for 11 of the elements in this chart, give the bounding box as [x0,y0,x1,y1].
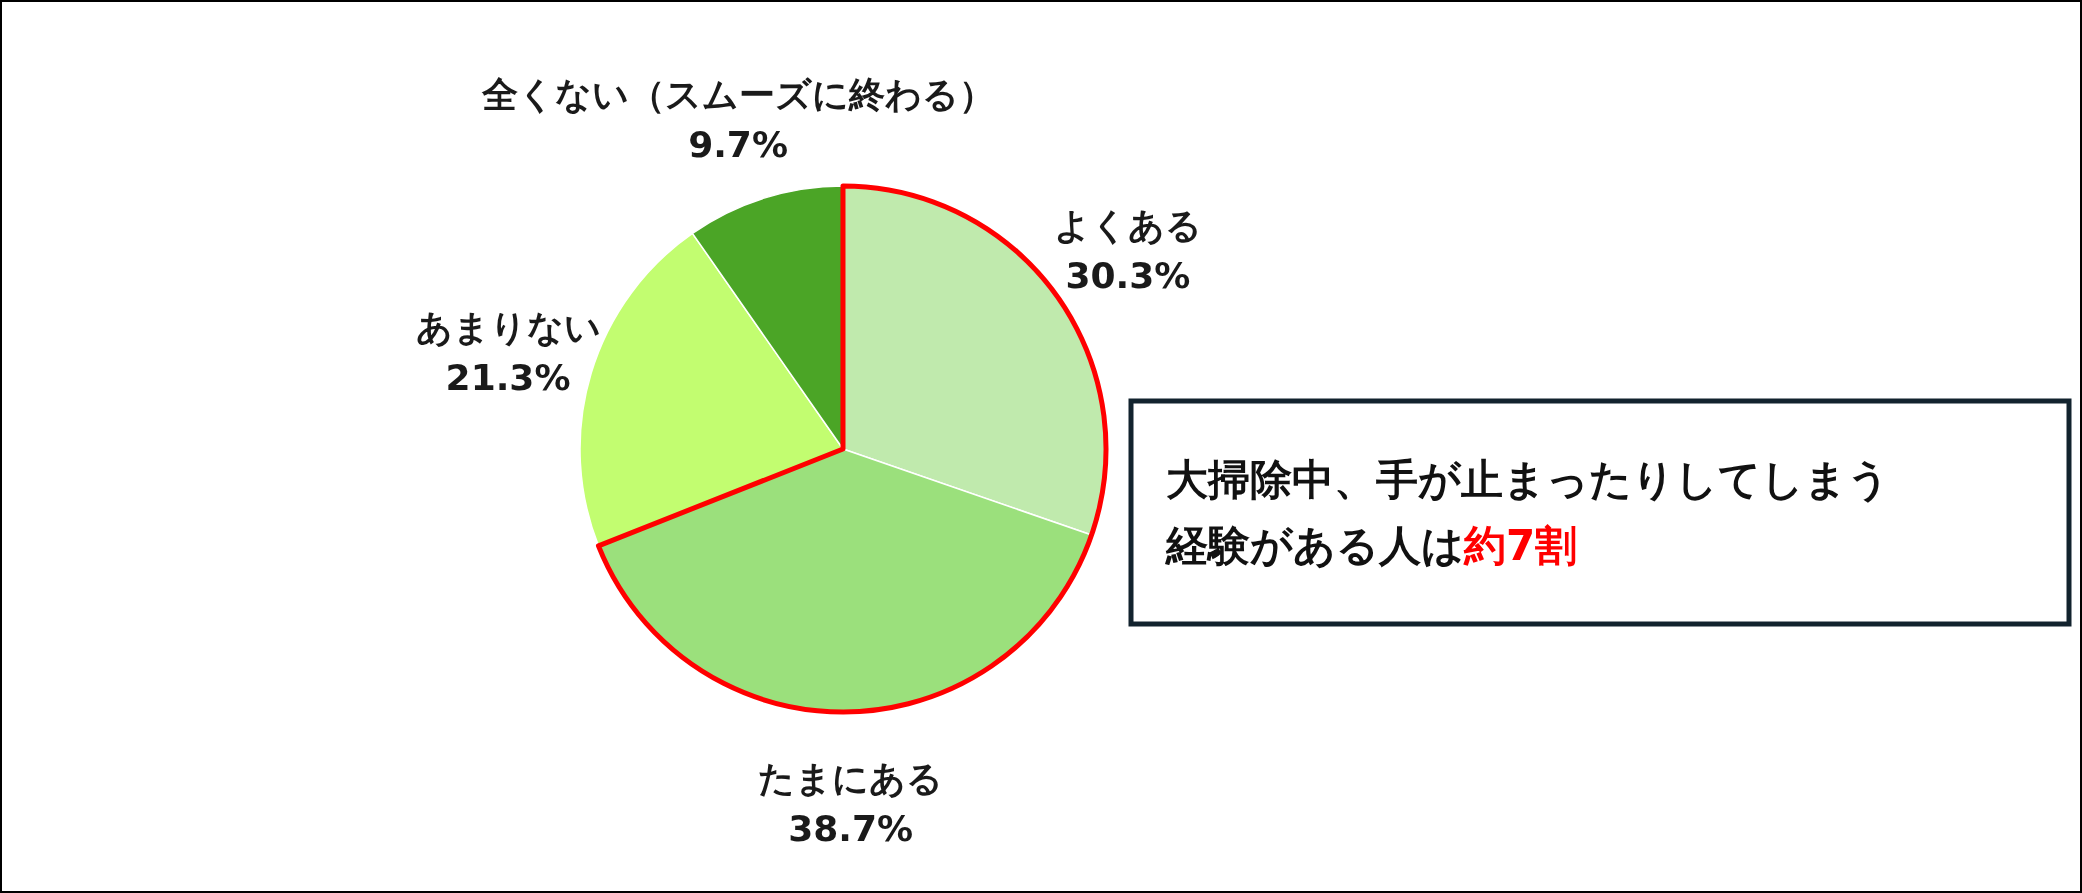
text: 約7割 [1463,521,1578,570]
data-label: 9.7% [688,124,788,166]
data-label: 30.3% [1065,255,1191,297]
data-label: 21.3% [445,357,571,399]
data-label: 38.7% [788,807,914,849]
text: 経験がある人は [1164,521,1464,570]
slice-label: あまりない [415,307,601,349]
slice-label: 全くない（スムーズに終わる） [480,74,995,116]
text: 大掃除中、手が止まったりしてしまう [1166,455,1890,504]
slice-label: よくある [1053,205,1202,247]
slice-label: たまにある [758,757,944,799]
